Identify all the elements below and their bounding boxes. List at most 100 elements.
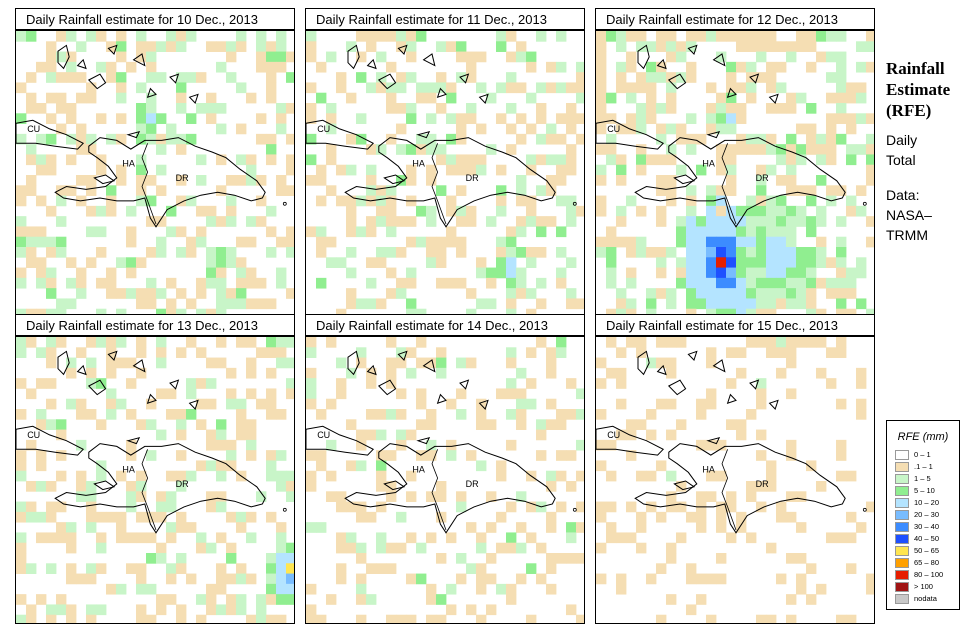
rainfall-cell xyxy=(766,205,777,217)
rainfall-cell xyxy=(736,216,747,227)
rainfall-cell xyxy=(56,236,67,248)
rainfall-cell xyxy=(226,553,237,564)
rainfall-cell xyxy=(136,491,147,502)
rainfall-cell xyxy=(196,236,207,248)
rainfall-cell xyxy=(266,553,277,564)
rainfall-cell xyxy=(546,583,557,595)
rainfall-cell xyxy=(166,277,177,289)
rainfall-cell xyxy=(16,185,27,196)
rainfall-cell xyxy=(666,82,677,94)
rainfall-cell xyxy=(726,277,737,289)
rainfall-cell xyxy=(546,563,557,574)
rainfall-cell xyxy=(336,573,347,585)
rainfall-cell xyxy=(386,357,397,369)
rainfall-cell xyxy=(166,501,177,513)
gonave-island xyxy=(673,480,696,491)
rainfall-cell xyxy=(706,257,717,268)
legend-swatch xyxy=(895,510,909,520)
rainfall-map-panel: Daily Rainfall estimate for 14 Dec., 201… xyxy=(305,314,585,624)
rainfall-cell xyxy=(396,175,407,186)
rainfall-cell xyxy=(106,388,117,400)
rainfall-cell xyxy=(276,522,287,533)
rainfall-cell xyxy=(776,511,787,523)
rainfall-cell xyxy=(646,61,657,73)
rainfall-cell xyxy=(306,226,317,238)
rainfall-cell xyxy=(16,247,27,258)
rainfall-cell xyxy=(726,226,737,238)
rainfall-cell xyxy=(206,92,217,104)
rainfall-cell xyxy=(596,41,607,52)
bahamas-island xyxy=(667,73,687,90)
rainfall-cell xyxy=(556,450,567,461)
rainfall-cell xyxy=(616,367,627,379)
rainfall-cell xyxy=(436,491,447,502)
rainfall-cell xyxy=(506,123,517,135)
rainfall-cell xyxy=(306,103,317,114)
rainfall-cell xyxy=(816,236,827,248)
rainfall-cell xyxy=(346,501,357,513)
rainfall-cell xyxy=(826,123,837,135)
rainfall-cell xyxy=(726,236,737,248)
rainfall-cell xyxy=(266,573,277,585)
rainfall-cell xyxy=(566,82,577,94)
rainfall-cell xyxy=(306,522,317,533)
rainfall-cell xyxy=(436,357,447,369)
rainfall-cell xyxy=(796,205,807,217)
rainfall-cell xyxy=(176,103,187,114)
rainfall-cell xyxy=(116,41,127,52)
rainfall-cell xyxy=(16,614,27,623)
rainfall-cell xyxy=(606,144,617,155)
rainfall-cell xyxy=(66,298,77,310)
legend-item: nodata xyxy=(887,593,959,605)
rainfall-map: CU HA DR xyxy=(595,30,875,318)
bahamas-island xyxy=(146,393,157,404)
rainfall-cell xyxy=(706,388,717,400)
rainfall-cell xyxy=(236,175,247,186)
rainfall-cell xyxy=(386,378,397,389)
rainfall-cell xyxy=(416,133,427,145)
rainfall-cell xyxy=(166,298,177,310)
rainfall-cell xyxy=(786,337,797,348)
rainfall-cell xyxy=(216,308,227,317)
rainfall-cell xyxy=(706,31,717,42)
rainfall-cell xyxy=(256,216,267,227)
rainfall-cell xyxy=(26,604,37,616)
rainfall-cell xyxy=(716,113,727,124)
rainfall-cell xyxy=(146,288,157,299)
rainfall-cell xyxy=(536,133,547,145)
rainfall-cell xyxy=(836,439,847,451)
rainfall-cell xyxy=(266,82,277,94)
legend-swatch xyxy=(895,534,909,544)
rainfall-cell xyxy=(786,357,797,369)
rainfall-cell xyxy=(676,216,687,227)
rainfall-cell xyxy=(756,614,767,623)
rainfall-cell xyxy=(326,398,337,410)
rainfall-cell xyxy=(96,277,107,289)
rainfall-cell xyxy=(486,267,497,279)
rainfall-cell xyxy=(556,409,567,420)
rainfall-cell xyxy=(316,92,327,104)
rainfall-cell xyxy=(386,409,397,420)
rainfall-cell xyxy=(376,429,387,441)
rainfall-cell xyxy=(406,277,417,289)
rainfall-cell xyxy=(56,195,67,207)
rainfall-cell xyxy=(276,357,287,369)
rainfall-cell xyxy=(706,185,717,196)
rainfall-cell xyxy=(416,542,427,554)
rainfall-cell xyxy=(746,31,757,42)
rainfall-cell xyxy=(136,175,147,186)
rainfall-cell xyxy=(826,133,837,145)
rainfall-cell xyxy=(756,51,767,63)
rainfall-cell xyxy=(696,491,707,502)
rainfall-cell xyxy=(56,522,67,533)
map-label-haiti: HA xyxy=(702,158,715,168)
rainfall-cell xyxy=(836,185,847,196)
rainfall-cell xyxy=(756,308,767,317)
legend-swatch xyxy=(895,570,909,580)
rainfall-cell xyxy=(96,226,107,238)
rainfall-cell xyxy=(766,236,777,248)
rainfall-cell xyxy=(836,257,847,268)
rainfall-cell xyxy=(36,61,47,73)
rainfall-cell xyxy=(656,216,667,227)
rainfall-cell xyxy=(46,347,57,358)
